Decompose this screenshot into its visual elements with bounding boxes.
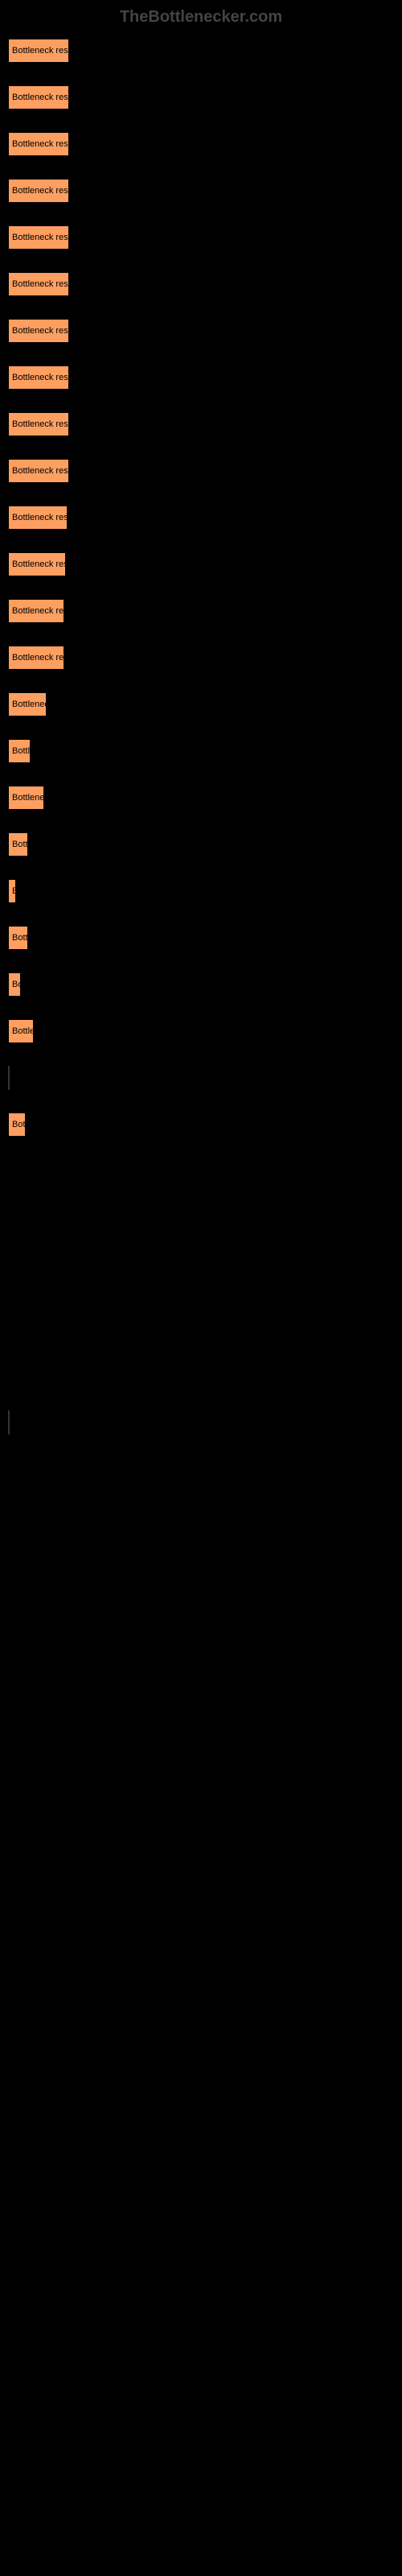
bar-row: Bottleneck result <box>8 412 394 436</box>
bar-row <box>8 1410 394 1435</box>
chart-bar: Bottl <box>8 832 28 857</box>
bar-row: Bottlen <box>8 1019 394 1043</box>
bar-row: Bottleneck result <box>8 179 394 203</box>
chart-bar: B <box>8 879 16 903</box>
bar-row: Bottleneck resu <box>8 646 394 670</box>
bar-row: Bottleneck result <box>8 39 394 63</box>
chart-bar: Bottleneck result <box>8 39 69 63</box>
chart-bar: Bottleneck result <box>8 179 69 203</box>
chart-bar: Bottleneck result <box>8 319 69 343</box>
chart-bar: Bottleneck resu <box>8 646 64 670</box>
chart-bar: Bottleneck resu <box>8 552 66 576</box>
bar-row: Bottl <box>8 926 394 950</box>
bar-row: B <box>8 879 394 903</box>
chart-bar <box>8 1066 10 1090</box>
chart-bar: Bottleneck result <box>8 412 69 436</box>
bar-row: Bottl <box>8 832 394 857</box>
chart-bar: Bottl <box>8 926 28 950</box>
chart-bar: Bot <box>8 1113 26 1137</box>
chart-bar <box>8 1410 10 1435</box>
bar-row: Bottleneck resu <box>8 599 394 623</box>
bar-row: Bottleneck result <box>8 319 394 343</box>
bar-row: Bottle <box>8 739 394 763</box>
chart-bar: Bottleneck result <box>8 225 69 250</box>
bar-row: Bottleneck result <box>8 506 394 530</box>
bar-row: Bottleneck result <box>8 225 394 250</box>
bar-row: Bottlenec <box>8 786 394 810</box>
bar-chart: Bottleneck result Bottleneck result Bottle… <box>8 39 394 1435</box>
chart-bar: Bottleneck result <box>8 459 69 483</box>
chart-bar: Bottleneck result <box>8 85 69 109</box>
chart-bar: Bottle <box>8 739 31 763</box>
bar-row: Bottleneck result <box>8 365 394 390</box>
chart-bar: Bottleneck result <box>8 506 68 530</box>
chart-bar: Bottlenec <box>8 786 44 810</box>
chart-bar: Bo <box>8 972 21 997</box>
watermark-text: TheBottlenecker.com <box>8 8 394 27</box>
bar-row: Bottleneck result <box>8 85 394 109</box>
bar-row: Bot <box>8 1113 394 1137</box>
chart-bar: Bottleneck result <box>8 365 69 390</box>
bar-row: Bo <box>8 972 394 997</box>
bar-row: Bottleneck result <box>8 272 394 296</box>
chart-bar: Bottleneck <box>8 692 47 716</box>
bar-row: Bottleneck <box>8 692 394 716</box>
bar-row: Bottleneck result <box>8 459 394 483</box>
chart-bar: Bottlen <box>8 1019 34 1043</box>
bar-row <box>8 1066 394 1090</box>
bar-row: Bottleneck resu <box>8 552 394 576</box>
chart-bar: Bottleneck result <box>8 272 69 296</box>
chart-bar: Bottleneck result <box>8 132 69 156</box>
chart-bar: Bottleneck resu <box>8 599 64 623</box>
bar-row: Bottleneck result <box>8 132 394 156</box>
